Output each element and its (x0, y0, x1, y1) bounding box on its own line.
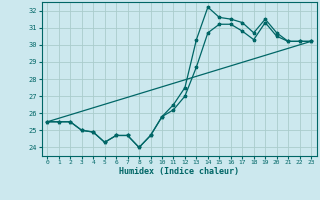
X-axis label: Humidex (Indice chaleur): Humidex (Indice chaleur) (119, 167, 239, 176)
